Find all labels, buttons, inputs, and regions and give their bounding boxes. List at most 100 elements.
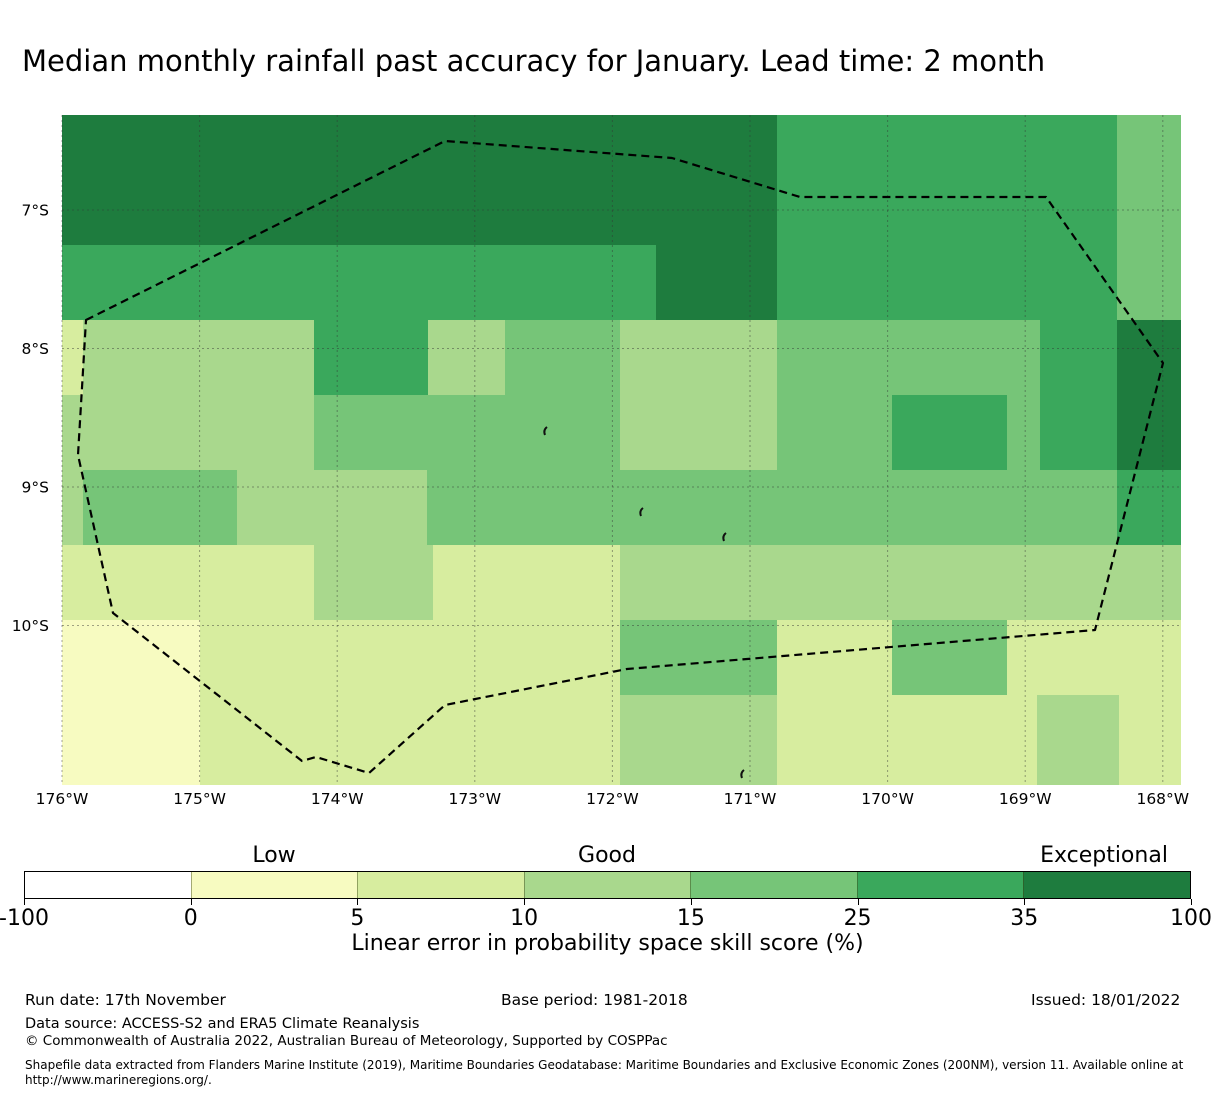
colorbar-segment-35-100 <box>1023 872 1191 898</box>
skill-cell <box>505 320 620 395</box>
skill-cell <box>777 320 1040 395</box>
colorbar-tick <box>1024 899 1026 905</box>
shapefile-attribution-line2: http://www.marineregions.org/. <box>25 1073 212 1087</box>
skill-cell <box>620 545 1181 620</box>
island-mark <box>740 769 745 779</box>
skill-cell <box>200 695 620 785</box>
colorbar-tick <box>24 899 25 905</box>
skill-cell <box>777 395 892 470</box>
colorbar-segment-0-5 <box>190 872 358 898</box>
skill-cell <box>1117 115 1181 245</box>
colorbar-segment-15-25 <box>690 872 857 898</box>
skill-cell <box>237 470 427 545</box>
colorbar-tick <box>690 899 692 905</box>
skill-cell <box>62 620 200 695</box>
skill-cell <box>1037 695 1119 785</box>
run-date-text: Run date: 17th November <box>25 991 226 1009</box>
skill-cell <box>1117 395 1181 470</box>
island-mark <box>722 532 727 542</box>
skill-heatmap: 176°W 175°W 174°W 173°W 172°W 171°W 170°W 169°W… <box>12 115 1189 808</box>
skill-cell <box>892 395 1007 470</box>
x-axis-tick-label: 173°W <box>448 790 501 808</box>
skill-cell <box>62 470 83 545</box>
colorbar-tick-label: 15 <box>676 906 705 931</box>
skill-cell <box>620 620 777 695</box>
skill-cell <box>620 695 777 785</box>
colorbar-segment--100-0 <box>25 872 191 898</box>
skill-cell <box>620 395 777 470</box>
skill-cell <box>1119 695 1181 785</box>
colorbar-category-label-low: Low <box>252 843 296 868</box>
colorbar-segment-10-15 <box>523 872 691 898</box>
colorbar-tick <box>190 899 192 905</box>
y-axis-tick-label: 9°S <box>22 479 49 497</box>
skill-cell <box>83 320 314 395</box>
island-mark <box>543 426 548 436</box>
colorbar-tick-label: 100 <box>1170 906 1212 931</box>
x-axis-tick-label: 170°W <box>861 790 914 808</box>
skill-cell <box>656 245 777 320</box>
skill-cell <box>1117 470 1181 545</box>
skill-cell <box>62 115 777 245</box>
y-axis-tick-label: 7°S <box>22 202 49 220</box>
skill-cell <box>62 245 656 320</box>
skill-cell <box>62 695 200 785</box>
colorbar-tick-label: 10 <box>510 906 539 931</box>
copyright-text: © Commonwealth of Australia 2022, Austra… <box>25 1033 668 1049</box>
skill-cell <box>777 620 892 695</box>
colorbar-tick-label: 5 <box>350 906 365 931</box>
skill-cell <box>1007 395 1040 470</box>
shapefile-attribution-line1: Shapefile data extracted from Flanders M… <box>25 1058 1184 1072</box>
colorbar-axis-label: Linear error in probability space skill … <box>351 931 864 956</box>
data-source-text: Data source: ACCESS-S2 and ERA5 Climate … <box>25 1016 420 1032</box>
skill-cell <box>314 320 428 395</box>
colorbar-tick <box>524 899 526 905</box>
x-axis-tick-label: 175°W <box>173 790 226 808</box>
skill-cell <box>62 395 314 470</box>
x-axis-tick-label: 169°W <box>999 790 1052 808</box>
skill-cell <box>200 620 620 695</box>
colorbar-tick-label: 25 <box>843 906 872 931</box>
skill-cell <box>777 695 1037 785</box>
page-title: Median monthly rainfall past accuracy fo… <box>22 44 1046 78</box>
skill-cell <box>1040 395 1117 470</box>
y-axis-tick-label: 8°S <box>22 340 49 358</box>
eez-boundary <box>76 139 1165 775</box>
skill-cell <box>1117 320 1181 395</box>
colorbar-segment-5-10 <box>357 872 524 898</box>
issued-text: Issued: 18/01/2022 <box>1031 991 1181 1009</box>
colorbar-tick-label: 0 <box>183 906 198 931</box>
skill-cell <box>433 545 620 620</box>
skill-cell <box>428 320 505 395</box>
colorbar-tick <box>1191 899 1192 905</box>
x-axis-tick-label: 171°W <box>724 790 777 808</box>
colorbar <box>24 871 1191 899</box>
skill-cell <box>1117 245 1181 320</box>
skill-cell <box>314 395 620 470</box>
colorbar-tick-label: 35 <box>1010 906 1039 931</box>
skill-cell <box>777 115 1117 245</box>
colorbar-tick <box>857 899 859 905</box>
skill-cell <box>427 470 1117 545</box>
colorbar-tick-label: -100 <box>0 906 49 931</box>
skill-cell <box>62 545 314 620</box>
skill-cell <box>1040 320 1117 395</box>
x-axis-tick-label: 174°W <box>311 790 364 808</box>
skill-cell <box>62 320 83 395</box>
base-period-text: Base period: 1981-2018 <box>501 991 688 1009</box>
island-mark <box>639 507 644 517</box>
skill-cell <box>314 545 433 620</box>
colorbar-category-label-good: Good <box>578 843 636 868</box>
y-axis-tick-label: 10°S <box>12 617 49 635</box>
skill-cell <box>777 245 1117 320</box>
skill-cell <box>83 470 237 545</box>
x-axis-tick-label: 172°W <box>586 790 639 808</box>
x-axis-tick-label: 176°W <box>36 790 89 808</box>
colorbar-category-label-exceptional: Exceptional <box>1040 843 1168 868</box>
colorbar-segment-25-35 <box>856 872 1024 898</box>
x-axis-tick-label: 168°W <box>1136 790 1189 808</box>
skill-cell <box>1007 620 1181 695</box>
skill-cell <box>620 320 777 395</box>
colorbar-tick <box>357 899 359 905</box>
